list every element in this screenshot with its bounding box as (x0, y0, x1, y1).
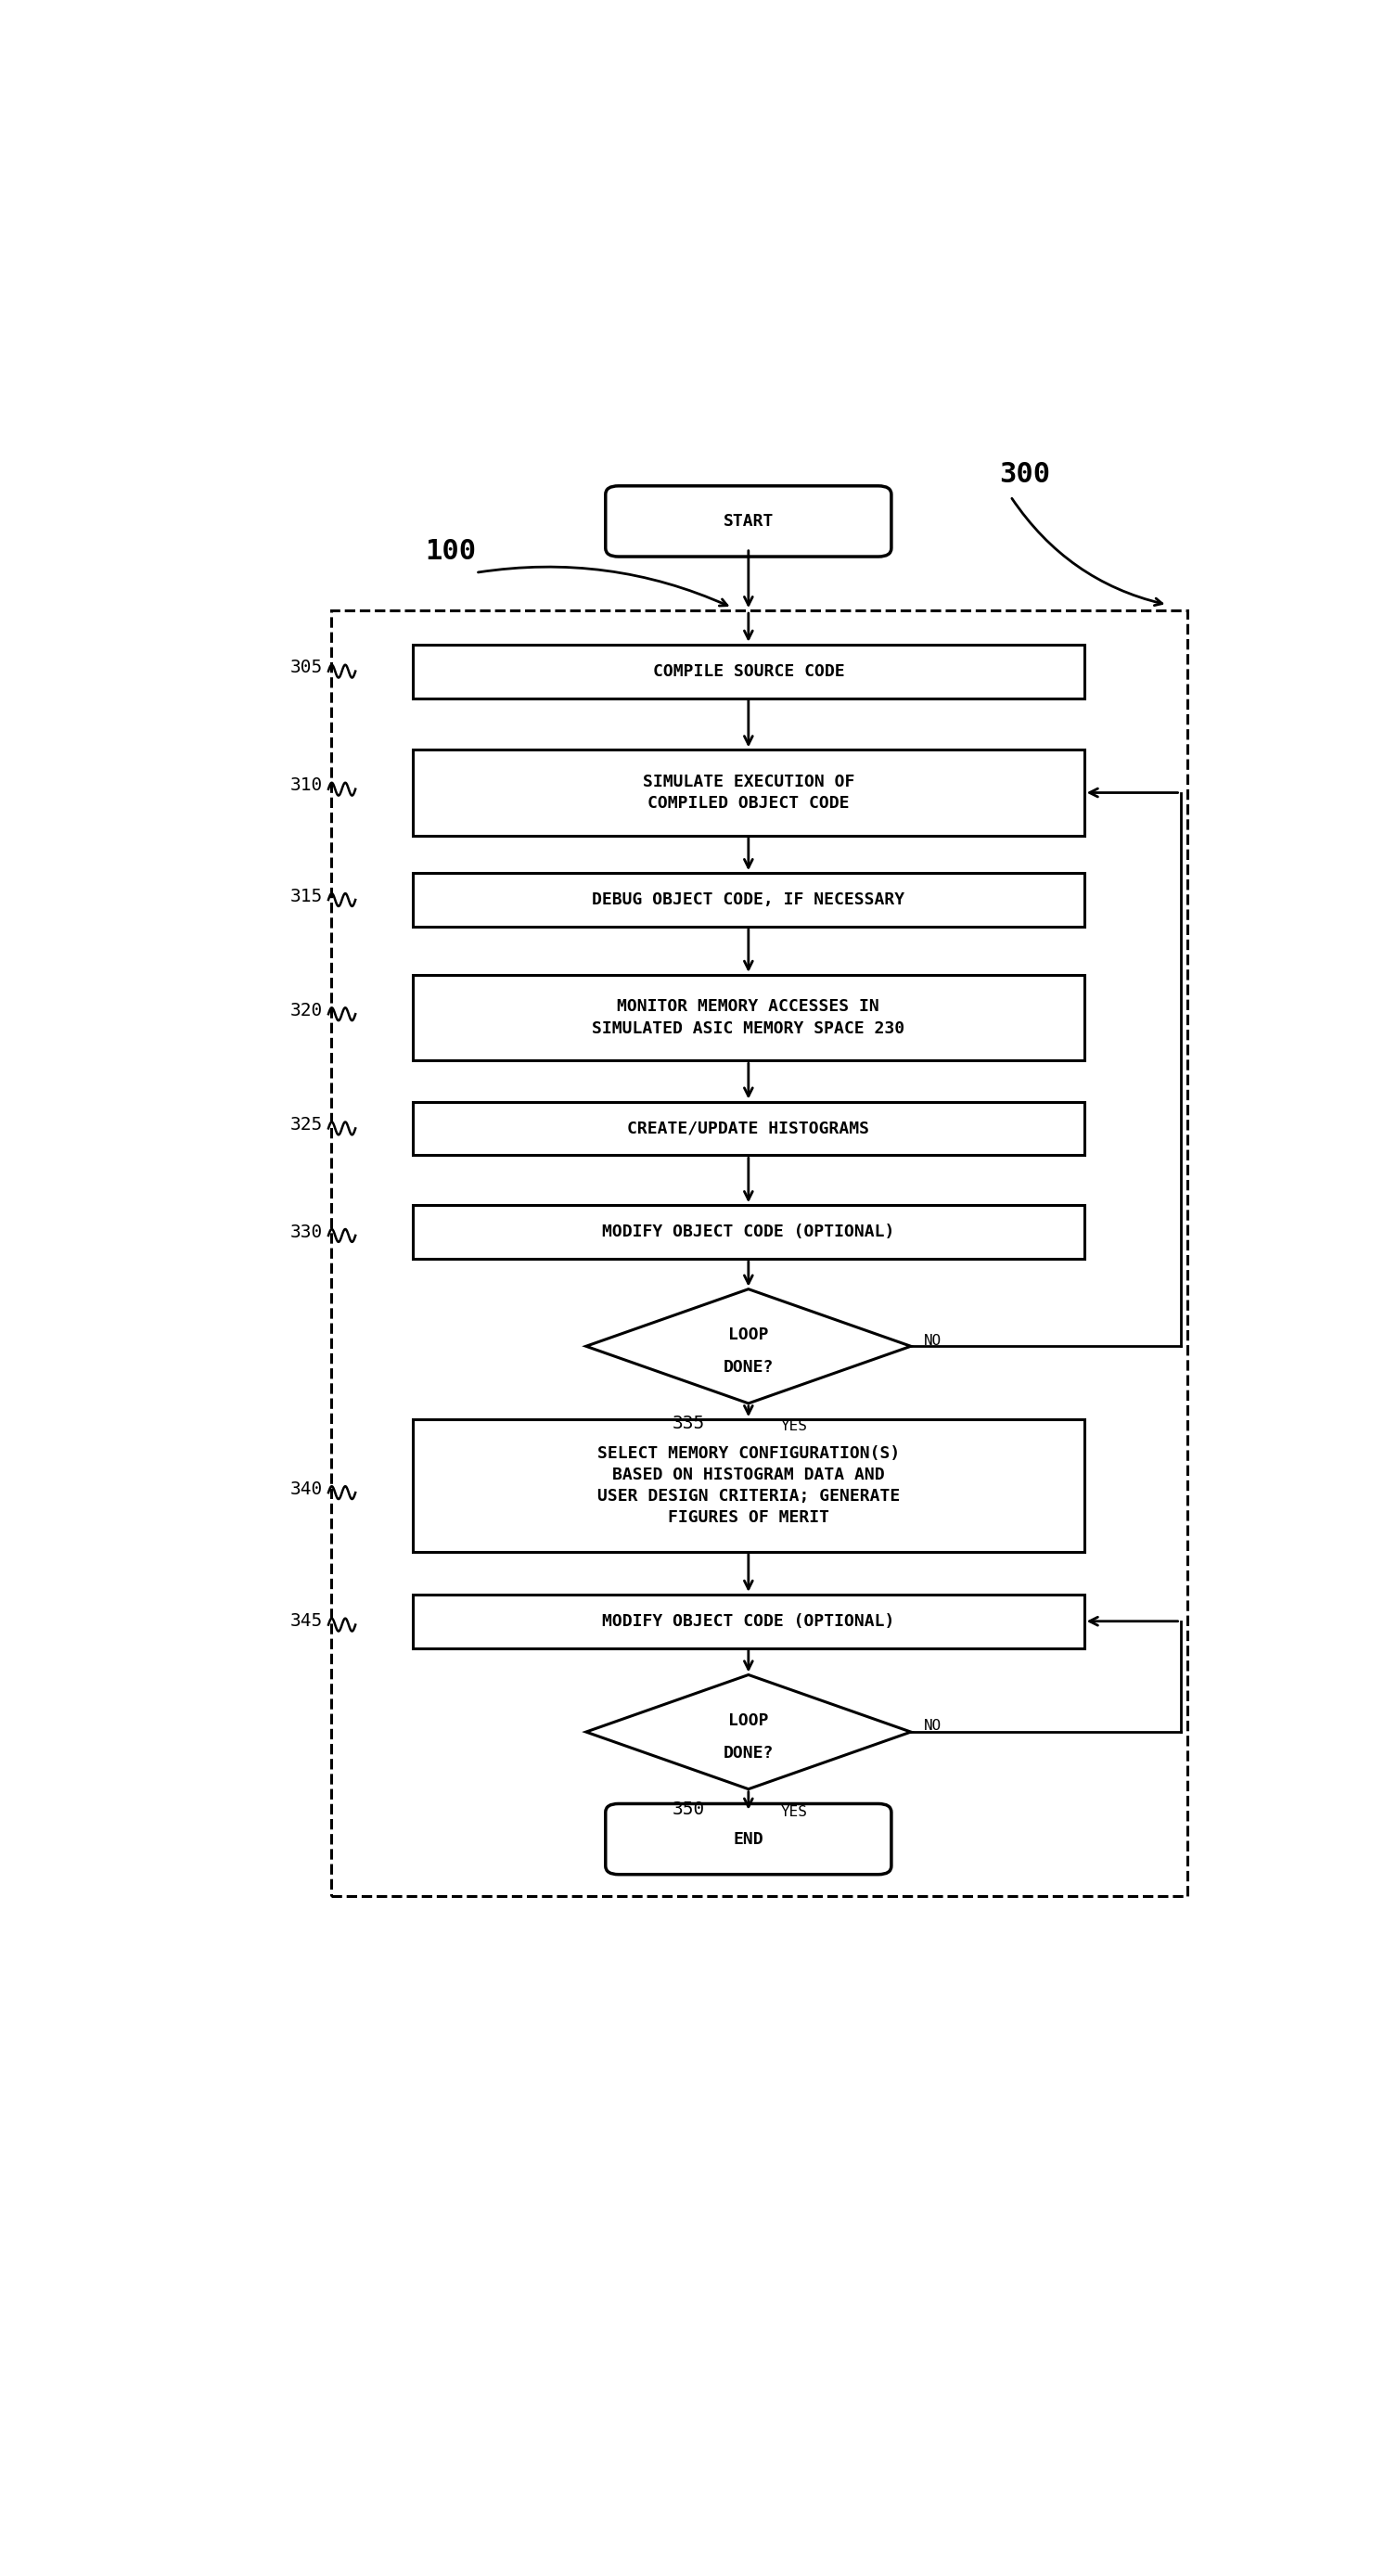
Text: 350: 350 (672, 1801, 705, 1819)
Text: 340: 340 (291, 1481, 323, 1497)
Text: 345: 345 (291, 1613, 323, 1631)
Text: NO: NO (923, 1718, 942, 1734)
Text: START: START (724, 513, 774, 531)
Text: 100: 100 (425, 538, 476, 564)
Bar (414, 1419, 1084, 1551)
Bar (414, 873, 1084, 927)
Text: YES: YES (781, 1419, 807, 1432)
Polygon shape (587, 1288, 911, 1404)
FancyBboxPatch shape (605, 487, 891, 556)
Text: LOOP: LOOP (728, 1713, 768, 1728)
Text: YES: YES (781, 1806, 807, 1819)
Bar (414, 974, 1084, 1061)
Text: DONE?: DONE? (724, 1744, 774, 1762)
Text: 320: 320 (291, 1002, 323, 1020)
Bar (414, 1206, 1084, 1260)
Text: DEBUG OBJECT CODE, IF NECESSARY: DEBUG OBJECT CODE, IF NECESSARY (592, 891, 905, 909)
FancyBboxPatch shape (605, 1803, 891, 1875)
Text: MODIFY OBJECT CODE (OPTIONAL): MODIFY OBJECT CODE (OPTIONAL) (602, 1613, 894, 1631)
Bar (414, 644, 1084, 698)
Text: SELECT MEMORY CONFIGURATION(S)
BASED ON HISTOGRAM DATA AND
USER DESIGN CRITERIA;: SELECT MEMORY CONFIGURATION(S) BASED ON … (597, 1445, 900, 1525)
Polygon shape (587, 1674, 911, 1790)
Text: CREATE/UPDATE HISTOGRAMS: CREATE/UPDATE HISTOGRAMS (627, 1121, 869, 1136)
Text: 305: 305 (291, 659, 323, 677)
Text: LOOP: LOOP (728, 1327, 768, 1342)
Text: 330: 330 (291, 1224, 323, 1242)
Text: MODIFY OBJECT CODE (OPTIONAL): MODIFY OBJECT CODE (OPTIONAL) (602, 1224, 894, 1239)
Text: 315: 315 (291, 889, 323, 904)
Bar (414, 1103, 1084, 1154)
Text: DONE?: DONE? (724, 1360, 774, 1376)
Text: 300: 300 (999, 461, 1051, 489)
Text: MONITOR MEMORY ACCESSES IN
SIMULATED ASIC MEMORY SPACE 230: MONITOR MEMORY ACCESSES IN SIMULATED ASI… (592, 999, 905, 1038)
Text: NO: NO (923, 1334, 942, 1347)
Text: SIMULATE EXECUTION OF
COMPILED OBJECT CODE: SIMULATE EXECUTION OF COMPILED OBJECT CO… (643, 773, 855, 811)
Bar (331, 611, 1187, 1896)
Text: 335: 335 (672, 1414, 705, 1432)
Text: COMPILE SOURCE CODE: COMPILE SOURCE CODE (652, 662, 844, 680)
Text: END: END (733, 1832, 764, 1847)
Bar (414, 1595, 1084, 1649)
Text: 325: 325 (291, 1115, 323, 1133)
Text: 310: 310 (291, 778, 323, 793)
Bar (414, 750, 1084, 835)
